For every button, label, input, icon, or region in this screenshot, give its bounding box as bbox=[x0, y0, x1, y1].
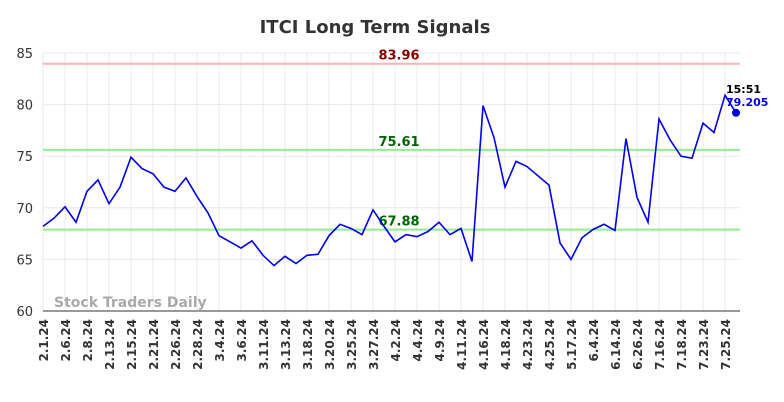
x-tick-label: 3.11.24 bbox=[257, 319, 271, 370]
y-tick-label: 75 bbox=[16, 150, 33, 165]
reference-label: 67.88 bbox=[378, 215, 419, 230]
watermark: Stock Traders Daily bbox=[54, 295, 207, 311]
reference-label: 75.61 bbox=[378, 135, 419, 150]
x-tick-label: 6.26.24 bbox=[631, 319, 645, 370]
x-tick-label: 7.23.24 bbox=[697, 319, 711, 370]
x-tick-label: 4.16.24 bbox=[477, 319, 491, 370]
x-tick-label: 6.4.24 bbox=[587, 319, 601, 362]
x-tick-label: 3.6.24 bbox=[235, 319, 249, 362]
x-tick-label: 4.23.24 bbox=[521, 319, 535, 370]
x-tick-label: 4.2.24 bbox=[389, 319, 403, 362]
x-tick-label: 3.4.24 bbox=[213, 319, 227, 362]
x-tick-label: 7.16.24 bbox=[653, 319, 667, 370]
y-tick-label: 85 bbox=[16, 47, 33, 62]
reference-label: 83.96 bbox=[378, 49, 419, 64]
chart-title: ITCI Long Term Signals bbox=[260, 17, 491, 38]
x-tick-label: 2.13.24 bbox=[103, 319, 117, 370]
y-tick-label: 70 bbox=[16, 202, 33, 217]
x-tick-label: 2.26.24 bbox=[169, 319, 183, 370]
x-tick-label: 5.17.24 bbox=[565, 319, 579, 370]
x-tick-label: 4.11.24 bbox=[455, 319, 469, 370]
x-tick-label: 2.8.24 bbox=[81, 319, 95, 362]
last-time: 15:51 bbox=[726, 83, 761, 96]
x-tick-label: 2.6.24 bbox=[59, 319, 73, 362]
x-tick-label: 3.27.24 bbox=[367, 319, 381, 370]
x-tick-label: 4.25.24 bbox=[543, 319, 557, 370]
y-tick-label: 60 bbox=[16, 305, 33, 320]
last-point bbox=[732, 108, 740, 117]
x-tick-label: 3.20.24 bbox=[323, 319, 337, 370]
x-tick-label: 4.9.24 bbox=[433, 319, 447, 362]
x-tick-label: 6.14.24 bbox=[609, 319, 623, 370]
x-tick-label: 2.15.24 bbox=[125, 319, 139, 370]
x-tick-label: 2.28.24 bbox=[191, 319, 205, 370]
x-tick-label: 7.25.24 bbox=[719, 319, 733, 370]
x-tick-label: 3.13.24 bbox=[279, 319, 293, 370]
x-tick-label: 3.18.24 bbox=[301, 319, 315, 370]
line bbox=[42, 93, 737, 267]
x-tick-label: 7.18.24 bbox=[675, 319, 689, 370]
x-tick-label: 4.4.24 bbox=[411, 319, 425, 362]
y-tick-label: 65 bbox=[16, 253, 33, 268]
y-tick-label: 80 bbox=[16, 99, 33, 114]
x-tick-label: 3.25.24 bbox=[345, 319, 359, 370]
x-tick-label: 4.18.24 bbox=[499, 319, 513, 370]
x-tick-label: 2.21.24 bbox=[147, 319, 161, 370]
x-tick-label: 2.1.24 bbox=[37, 319, 51, 362]
last-value: 79.205 bbox=[726, 96, 768, 109]
